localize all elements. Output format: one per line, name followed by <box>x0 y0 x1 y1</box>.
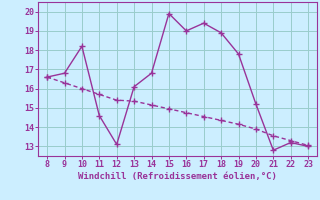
X-axis label: Windchill (Refroidissement éolien,°C): Windchill (Refroidissement éolien,°C) <box>78 172 277 181</box>
